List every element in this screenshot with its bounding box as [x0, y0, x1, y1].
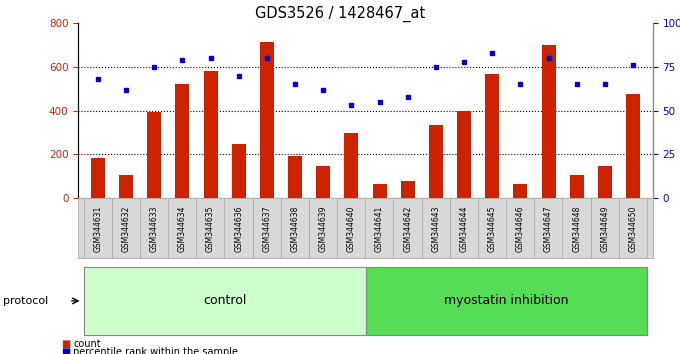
Bar: [570, 175, 584, 198]
Bar: [486, 74, 499, 198]
Text: GSM344634: GSM344634: [178, 205, 187, 252]
Text: percentile rank within the sample: percentile rank within the sample: [73, 347, 239, 354]
Text: GSM344647: GSM344647: [544, 205, 553, 252]
Text: control: control: [203, 295, 246, 307]
Text: GSM344636: GSM344636: [234, 205, 243, 252]
Text: GSM344639: GSM344639: [319, 205, 328, 252]
Text: GSM344649: GSM344649: [600, 205, 609, 252]
Bar: [373, 184, 387, 198]
Text: GSM344645: GSM344645: [488, 205, 497, 252]
Text: GSM344641: GSM344641: [375, 205, 384, 252]
Text: GSM344632: GSM344632: [122, 205, 131, 252]
Text: GDS3526 / 1428467_at: GDS3526 / 1428467_at: [255, 5, 425, 22]
Bar: [457, 110, 471, 198]
Text: myostatin inhibition: myostatin inhibition: [444, 295, 568, 307]
Text: GSM344633: GSM344633: [150, 205, 158, 252]
Text: protocol: protocol: [3, 296, 49, 306]
Text: GSM344650: GSM344650: [628, 205, 638, 252]
Bar: [232, 144, 245, 198]
Text: GSM344646: GSM344646: [516, 205, 525, 252]
Text: ■: ■: [61, 339, 71, 349]
Text: GSM344640: GSM344640: [347, 205, 356, 252]
Bar: [288, 155, 302, 198]
Bar: [260, 42, 274, 198]
Bar: [513, 184, 528, 198]
Text: GSM344648: GSM344648: [573, 205, 581, 252]
Bar: [401, 181, 415, 198]
Text: GSM344644: GSM344644: [460, 205, 469, 252]
Bar: [175, 84, 190, 198]
Text: GSM344637: GSM344637: [262, 205, 271, 252]
Bar: [119, 175, 133, 198]
Text: ■: ■: [61, 347, 71, 354]
Text: count: count: [73, 339, 101, 349]
Bar: [429, 125, 443, 198]
Bar: [316, 166, 330, 198]
Text: GSM344638: GSM344638: [290, 205, 300, 252]
Bar: [598, 166, 612, 198]
Bar: [626, 94, 640, 198]
Text: GSM344643: GSM344643: [431, 205, 441, 252]
Bar: [147, 112, 161, 198]
Bar: [344, 132, 358, 198]
Text: GSM344642: GSM344642: [403, 205, 412, 252]
Bar: [91, 158, 105, 198]
Bar: [203, 71, 218, 198]
Text: GSM344631: GSM344631: [93, 205, 103, 252]
Bar: [541, 45, 556, 198]
Text: GSM344635: GSM344635: [206, 205, 215, 252]
